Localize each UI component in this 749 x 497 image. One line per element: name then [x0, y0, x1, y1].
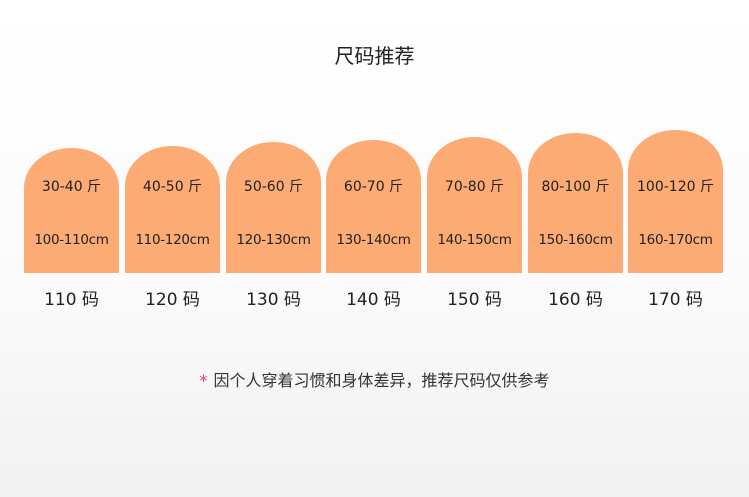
- size-card: [24, 148, 119, 273]
- size-card: [226, 142, 321, 273]
- size-card: [326, 140, 421, 273]
- asterisk: *: [199, 371, 208, 390]
- disclaimer-note: * 因个人穿着习惯和身体差异，推荐尺码仅供参考: [0, 367, 749, 391]
- weight-range: 40-50 斤: [142, 179, 203, 195]
- height-range: 160-170cm: [638, 232, 713, 248]
- size-label: 170 码: [648, 290, 703, 310]
- weight-range: 70-80 斤: [444, 179, 505, 195]
- size-card: [628, 130, 723, 273]
- size-label: 120 码: [145, 290, 200, 310]
- height-range: 130-140cm: [336, 232, 411, 248]
- weight-range: 80-100 斤: [541, 179, 610, 195]
- page-title: 尺码推荐: [334, 44, 415, 68]
- weight-range: 30-40 斤: [41, 179, 102, 195]
- size-label: 150 码: [447, 290, 502, 310]
- disclaimer-text: 因个人穿着习惯和身体差异，推荐尺码仅供参考: [213, 371, 550, 390]
- size-card: [528, 133, 623, 273]
- weight-range: 100-120 斤: [637, 179, 714, 195]
- size-card: [427, 137, 522, 273]
- size-card: [125, 146, 220, 273]
- height-range: 100-110cm: [34, 232, 109, 248]
- height-range: 150-160cm: [538, 232, 613, 248]
- weight-range: 50-60 斤: [243, 179, 304, 195]
- size-label: 130 码: [246, 290, 301, 310]
- height-range: 110-120cm: [135, 232, 210, 248]
- size-label: 160 码: [548, 290, 603, 310]
- size-label: 140 码: [346, 290, 401, 310]
- height-range: 140-150cm: [437, 232, 512, 248]
- weight-range: 60-70 斤: [343, 179, 404, 195]
- height-range: 120-130cm: [236, 232, 311, 248]
- size-label: 110 码: [44, 290, 99, 310]
